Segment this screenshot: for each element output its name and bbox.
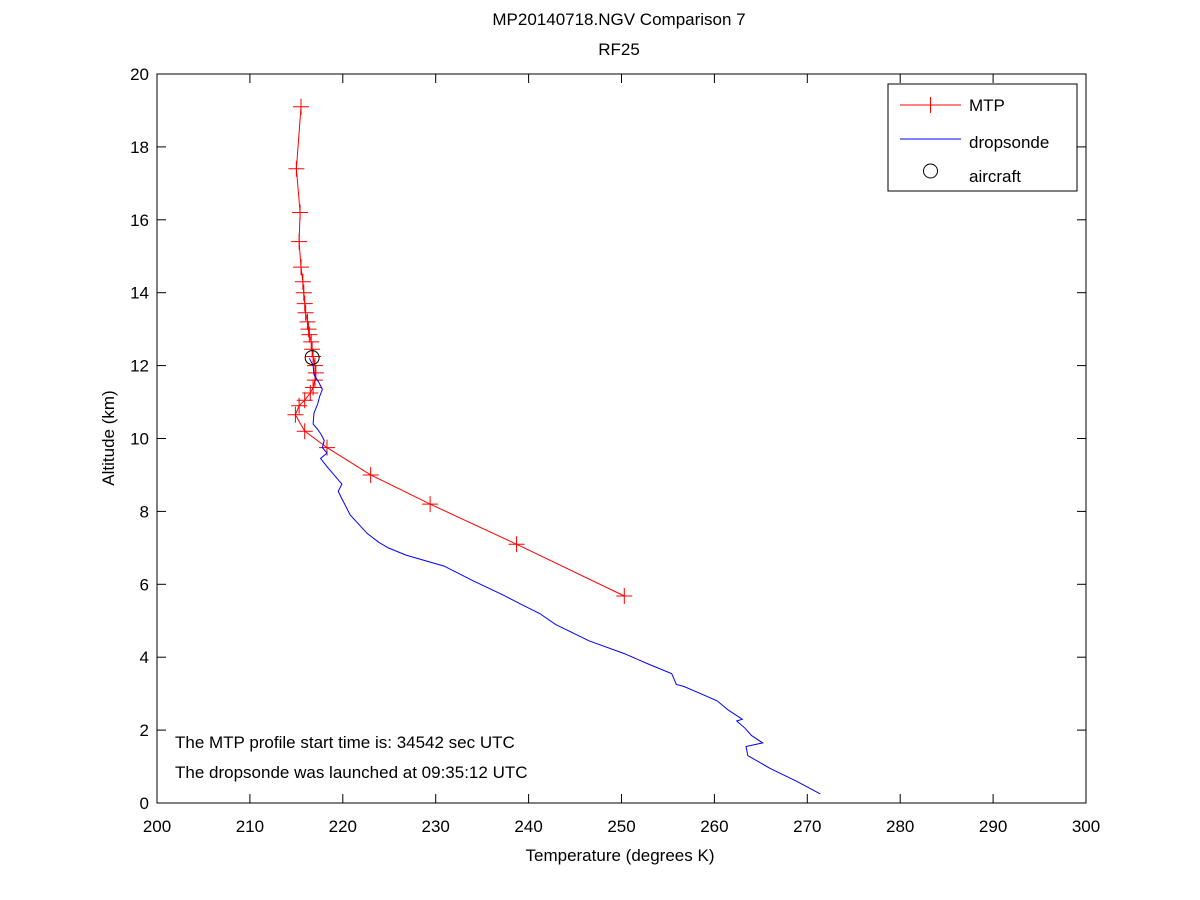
mtp-point: [297, 304, 314, 321]
x-tick-label: 260: [700, 817, 728, 836]
x-tick-label: 280: [886, 817, 914, 836]
dropsonde-line: [308, 358, 821, 795]
mtp-point: [306, 372, 323, 389]
legend-dropsonde-label: dropsonde: [969, 133, 1049, 152]
x-axis-ticks: 200 210 220 230 240 250 260 270 280 290 300: [143, 74, 1100, 836]
mtp-point: [292, 259, 309, 276]
y-tick-label: 18: [130, 138, 149, 157]
mtp-point: [295, 284, 312, 301]
y-tick-label: 20: [130, 65, 149, 84]
aircraft-point: [304, 350, 320, 366]
x-tick-label: 240: [514, 817, 542, 836]
mtp-point: [299, 313, 316, 330]
mtp-point: [291, 233, 308, 250]
x-tick-label: 220: [329, 817, 357, 836]
y-tick-label: 6: [140, 575, 149, 594]
y-tick-label: 14: [130, 284, 149, 303]
y-tick-label: 8: [140, 502, 149, 521]
y-axis-ticks: 0 2 4 6 8 10 12 14 16 18 20: [130, 65, 1086, 813]
annotation-mtp-start: The MTP profile start time is: 34542 sec…: [175, 733, 515, 752]
mtp-point: [508, 536, 525, 553]
mtp-point: [304, 341, 321, 358]
x-axis-label: Temperature (degrees K): [526, 846, 715, 865]
legend: MTP dropsonde aircraft: [887, 83, 1078, 192]
y-tick-label: 4: [140, 648, 149, 667]
mtp-point: [296, 423, 313, 440]
mtp-point: [294, 273, 311, 290]
mtp-point: [306, 357, 323, 374]
mtp-point: [287, 406, 304, 423]
mtp-point: [616, 587, 633, 604]
y-tick-label: 2: [140, 721, 149, 740]
legend-mtp-marker: [922, 97, 939, 113]
mtp-point: [292, 98, 309, 115]
x-tick-label: 300: [1072, 817, 1100, 836]
x-tick-label: 250: [607, 817, 635, 836]
mtp-point: [300, 321, 317, 338]
y-axis-label: Altitude (km): [99, 390, 118, 485]
legend-box: [887, 83, 1078, 192]
x-tick-label: 200: [143, 817, 171, 836]
annotation-dropsonde-launch: The dropsonde was launched at 09:35:12 U…: [175, 763, 528, 782]
legend-aircraft-label: aircraft: [969, 167, 1021, 186]
y-tick-label: 10: [130, 430, 149, 449]
chart-title: MP20140718.NGV Comparison 7: [492, 10, 745, 29]
mtp-point: [292, 204, 309, 221]
x-tick-label: 210: [236, 817, 264, 836]
legend-mtp-label: MTP: [969, 96, 1005, 115]
x-tick-label: 230: [422, 817, 450, 836]
mtp-point: [296, 295, 313, 312]
mtp-point: [288, 160, 305, 177]
plot-area: [156, 73, 1087, 804]
x-tick-label: 270: [793, 817, 821, 836]
y-tick-label: 16: [130, 211, 149, 230]
legend-aircraft-marker: [923, 163, 938, 179]
mtp-point: [305, 379, 322, 396]
mtp-point: [305, 348, 322, 365]
mtp-point: [303, 333, 320, 350]
y-tick-label: 12: [130, 357, 149, 376]
y-tick-label: 0: [140, 794, 149, 813]
mtp-point: [362, 466, 379, 483]
mtp-point: [422, 496, 439, 513]
series-layer: [287, 98, 821, 795]
x-tick-label: 290: [979, 817, 1007, 836]
chart-subtitle: RF25: [598, 40, 640, 59]
